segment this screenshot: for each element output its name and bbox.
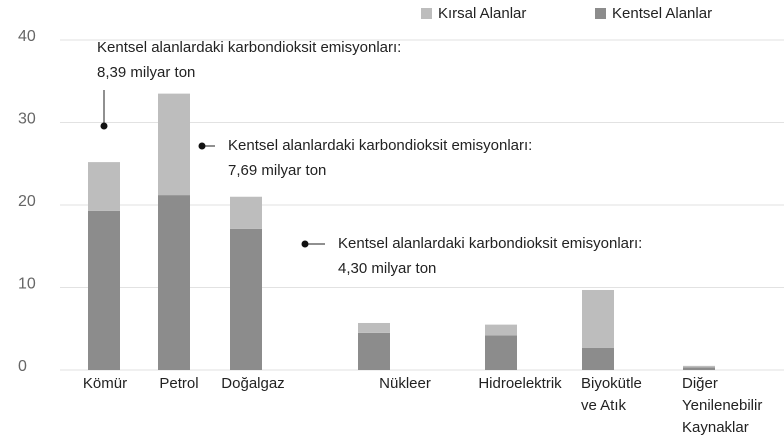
x-tick-label: Doğalgaz bbox=[221, 375, 284, 392]
legend-label: Kırsal Alanlar bbox=[438, 5, 526, 22]
bar-segment bbox=[88, 162, 120, 211]
x-tick-label: Hidroelektrik bbox=[478, 375, 562, 392]
y-tick-label: 10 bbox=[18, 276, 36, 293]
annotation: Kentsel alanlardaki karbondioksit emisyo… bbox=[97, 39, 401, 81]
bar-segment bbox=[358, 332, 390, 370]
annotation-dot bbox=[198, 142, 206, 150]
y-tick-label: 40 bbox=[18, 28, 36, 45]
legend-swatch bbox=[421, 8, 432, 19]
bar-segment bbox=[582, 347, 614, 370]
bar-segment bbox=[88, 210, 120, 370]
y-tick-label: 30 bbox=[18, 111, 36, 128]
x-tick-label: Petrol bbox=[159, 375, 198, 392]
y-tick-label: 0 bbox=[18, 358, 27, 375]
legend-label: Kentsel Alanlar bbox=[612, 5, 712, 22]
bar-segment bbox=[683, 367, 715, 370]
x-tick-label: Biyokütle ve Atık bbox=[581, 375, 642, 414]
bar-segment bbox=[358, 322, 390, 333]
y-tick-label: 20 bbox=[18, 193, 36, 210]
legend-swatch bbox=[595, 8, 606, 19]
bar-segment bbox=[158, 93, 190, 196]
bar-segment bbox=[683, 365, 715, 368]
x-tick-label: Kömür bbox=[83, 375, 127, 392]
bar-segment bbox=[230, 196, 262, 229]
bar-segment bbox=[230, 228, 262, 370]
bar-segment bbox=[582, 289, 614, 348]
bar-segment bbox=[485, 324, 517, 336]
bar-segment bbox=[485, 335, 517, 370]
annotation: Kentsel alanlardaki karbondioksit emisyo… bbox=[228, 137, 532, 179]
x-tick-label: Diğer Yenilenebilir Kaynaklar bbox=[682, 375, 762, 436]
annotation-dot bbox=[100, 122, 108, 130]
bar-segment bbox=[158, 195, 190, 370]
annotation: Kentsel alanlardaki karbondioksit emisyo… bbox=[338, 235, 642, 277]
x-tick-label: Nükleer bbox=[379, 375, 431, 392]
annotation-dot bbox=[301, 240, 309, 248]
